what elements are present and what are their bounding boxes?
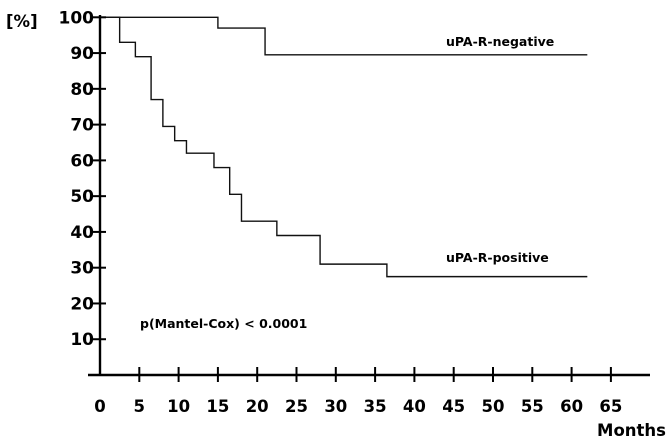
x-tick-label-5: 5: [134, 397, 145, 416]
x-axis-label: Months: [597, 421, 666, 440]
x-tick-label-10: 10: [167, 397, 190, 416]
x-tick-label-30: 30: [324, 397, 347, 416]
y-axis-ticks: 10 20 30 40 50 60 70 80 90 100: [59, 8, 106, 350]
y-tick-label-70: 70: [70, 116, 94, 136]
x-tick-label-25: 25: [285, 397, 308, 416]
x-tick-label-20: 20: [246, 397, 269, 416]
y-tick-label-60: 60: [70, 151, 94, 171]
x-tick-label-60: 60: [560, 397, 583, 416]
y-tick-label-20: 20: [70, 294, 94, 314]
p-value-annotation: p(Mantel-Cox) < 0.0001: [140, 316, 307, 331]
x-tick-label-35: 35: [364, 397, 387, 416]
series-label-upa-r-negative: uPA-R-negative: [446, 34, 554, 49]
x-tick-label-40: 40: [403, 397, 426, 416]
survival-curves: [100, 16, 588, 278]
x-tick-label-15: 15: [206, 397, 229, 416]
y-tick-label-80: 80: [70, 80, 94, 100]
x-tick-label-0: 0: [94, 397, 105, 416]
y-tick-label-30: 30: [70, 259, 94, 279]
x-tick-label-50: 50: [482, 397, 505, 416]
y-axis-label: [%]: [6, 12, 38, 31]
series-line-upa-r-negative: [100, 16, 588, 56]
y-tick-label-100: 100: [59, 8, 95, 28]
series-label-upa-r-positive: uPA-R-positive: [446, 250, 549, 265]
x-tick-label-55: 55: [521, 397, 544, 416]
series-line-upa-r-positive: [100, 16, 588, 278]
y-tick-label-50: 50: [70, 187, 94, 207]
x-tick-label-45: 45: [442, 397, 465, 416]
x-axis-ticks: 0 5 10 15 20 25 30 35 40 45 50 55 60 65: [94, 367, 622, 416]
y-tick-label-90: 90: [70, 44, 94, 64]
y-tick-label-40: 40: [70, 223, 94, 243]
x-tick-label-65: 65: [599, 397, 622, 416]
y-tick-label-10: 10: [70, 330, 94, 350]
